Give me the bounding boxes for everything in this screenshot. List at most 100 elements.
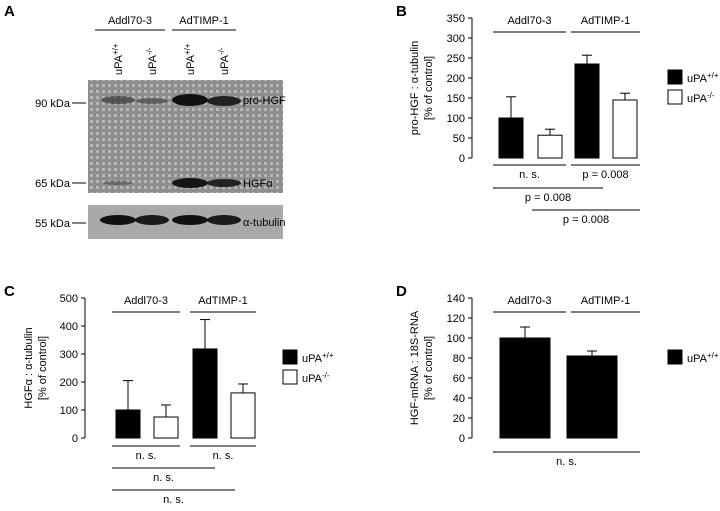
bar — [566, 355, 618, 439]
y-axis-unit: [% of control] — [37, 336, 49, 400]
lane-label-base: uPA — [147, 54, 159, 75]
panel-letter: C — [4, 283, 15, 300]
legend-label: uPA-/- — [687, 91, 715, 106]
band-label: HGFα — [243, 178, 273, 190]
lane-label-base: uPA — [113, 54, 125, 75]
y-tick-label: 300 — [60, 349, 78, 361]
legend-label-sup: +/+ — [707, 71, 719, 80]
band-label: α-tubulin — [243, 217, 285, 229]
lane-label-sup: -/- — [145, 47, 154, 55]
y-tick-label: 140 — [447, 293, 465, 305]
y-axis-label: HGFα : α-tubulin — [23, 327, 35, 408]
y-axis-unit: [% of control] — [423, 56, 435, 120]
lane-label-base: uPA — [185, 54, 197, 75]
lane-label-sup: +/+ — [111, 43, 120, 55]
lane-label: uPA+/+ — [111, 43, 126, 75]
y-tick-label: 500 — [60, 293, 78, 305]
comparison-label: p = 0.008 — [525, 192, 571, 204]
legend-swatch — [282, 369, 298, 385]
legend-swatch — [667, 69, 683, 85]
bar — [230, 392, 256, 439]
group-label: Addl70-3 — [124, 295, 168, 307]
comparison-label: n. s. — [556, 456, 577, 468]
y-tick-label: 40 — [453, 393, 465, 405]
bar — [537, 134, 563, 159]
band-label: pro-HGF — [243, 95, 286, 107]
group-label: AdTIMP-1 — [198, 295, 248, 307]
y-tick-label: 100 — [447, 333, 465, 345]
legend-label: uPA-/- — [302, 371, 330, 386]
comparison-label: p = 0.008 — [563, 214, 609, 226]
y-tick-label: 50 — [453, 133, 465, 145]
y-tick-label: 80 — [453, 353, 465, 365]
lane-label: uPA+/+ — [183, 43, 198, 75]
y-tick-label: 0 — [459, 153, 465, 165]
bar — [499, 337, 551, 439]
legend-label: uPA+/+ — [687, 351, 719, 366]
lane-label-sup: -/- — [217, 47, 226, 55]
y-tick-label: 0 — [459, 433, 465, 445]
bar — [115, 409, 141, 439]
group-label: AdTIMP-1 — [581, 15, 631, 27]
group-label: Addl70-3 — [507, 15, 551, 27]
group-label: Addl70-3 — [108, 15, 152, 27]
comparison-label: n. s. — [136, 450, 157, 462]
bar — [153, 416, 179, 439]
y-tick-label: 350 — [447, 13, 465, 25]
y-tick-label: 200 — [447, 73, 465, 85]
group-label: AdTIMP-1 — [581, 295, 631, 307]
marker-label: 90 kDa — [35, 98, 71, 110]
y-axis-unit: [% of control] — [423, 336, 435, 400]
marker-label: 65 kDa — [35, 178, 71, 190]
panel-letter: D — [396, 283, 407, 300]
lane-label: uPA-/- — [145, 47, 160, 75]
y-tick-label: 60 — [453, 373, 465, 385]
y-tick-label: 20 — [453, 413, 465, 425]
y-axis-label: pro-HGF : α-tubulin — [409, 41, 421, 135]
comparison-label: p = 0.008 — [582, 169, 628, 181]
legend-label-base: uPA — [687, 73, 708, 85]
lane-label-base: uPA — [219, 54, 231, 75]
y-tick-label: 100 — [60, 405, 78, 417]
marker-label: 55 kDa — [35, 218, 71, 230]
comparison-label: n. s. — [163, 494, 184, 506]
group-label: AdTIMP-1 — [179, 15, 229, 27]
y-axis-label: HGF-mRNA : 18S-RNA — [409, 310, 421, 425]
blot-bands — [100, 94, 241, 225]
comparison-label: n. s. — [153, 472, 174, 484]
y-tick-label: 100 — [447, 113, 465, 125]
bar — [498, 117, 524, 159]
chart-panel: B 0 50 100 150 200 250 300 350 pro-HGF : α-tubuli… — [396, 3, 719, 226]
y-tick-label: 0 — [72, 433, 78, 445]
bar — [612, 99, 638, 159]
y-tick-label: 300 — [447, 33, 465, 45]
comparison-label: n. s. — [213, 450, 234, 462]
lane-label-sup: +/+ — [183, 43, 192, 55]
bar — [574, 63, 600, 159]
blot-panel: A Addl70-3 AdTIMP-1 uPA+/+uPA-/-uPA+/+uP… — [4, 3, 286, 239]
y-tick-label: 250 — [447, 53, 465, 65]
panel-letter: B — [396, 3, 407, 20]
legend-label-base: uPA — [302, 373, 323, 385]
chart-panel: D 0 20 40 60 80 100 120 140 HGF-mRNA : 18S-RNA [% … — [396, 283, 719, 468]
legend-label-base: uPA — [302, 353, 323, 365]
y-tick-label: 400 — [60, 321, 78, 333]
chart-panel: C 0 100 200 300 400 500 HGFα : α-tubulin [% of c… — [4, 283, 334, 506]
legend-swatch — [667, 89, 683, 105]
legend-label-base: uPA — [687, 93, 708, 105]
legend-swatch — [667, 349, 683, 365]
bar — [192, 348, 218, 439]
legend-label-base: uPA — [687, 353, 708, 365]
y-tick-label: 150 — [447, 93, 465, 105]
y-tick-label: 200 — [60, 377, 78, 389]
y-tick-label: 120 — [447, 313, 465, 325]
legend-label-sup: +/+ — [707, 351, 719, 360]
group-label: Addl70-3 — [507, 295, 551, 307]
legend-label-sup: -/- — [707, 91, 715, 100]
lane-label: uPA-/- — [217, 47, 232, 75]
legend-label-sup: -/- — [322, 371, 330, 380]
legend-label-sup: +/+ — [322, 351, 334, 360]
legend-label: uPA+/+ — [687, 71, 719, 86]
legend-label: uPA+/+ — [302, 351, 334, 366]
